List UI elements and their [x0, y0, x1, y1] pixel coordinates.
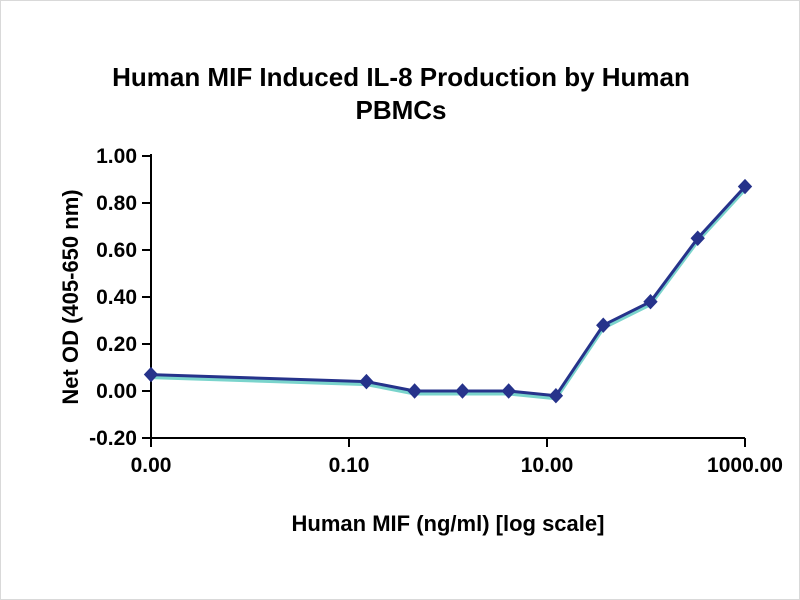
- x-tick-label: 0.10: [329, 454, 370, 477]
- data-point-marker: [143, 366, 159, 383]
- x-tick-label: 10.00: [521, 454, 574, 477]
- y-tick-label: 0.80: [96, 192, 137, 215]
- data-point-marker: [690, 230, 705, 246]
- data-point-marker: [737, 178, 753, 195]
- y-tick-label: -0.20: [89, 427, 137, 450]
- chart-title: Human MIF Induced IL-8 Production by Hum…: [112, 62, 690, 125]
- data-point-marker: [643, 293, 658, 310]
- data-point-marker: [407, 383, 422, 399]
- data-point-marker: [548, 387, 564, 404]
- series-line: [150, 185, 747, 398]
- data-point-marker: [359, 373, 374, 390]
- x-tick-label: 1000.00: [707, 454, 783, 477]
- y-tick-label: 1.00: [96, 145, 137, 168]
- data-point-marker: [455, 383, 470, 399]
- y-tick-label: 0.40: [96, 286, 137, 309]
- y-tick-label: 0.60: [96, 239, 137, 262]
- y-tick-label: 0.20: [96, 333, 137, 356]
- data-point-marker: [596, 317, 611, 333]
- x-axis-label: Human MIF (ng/ml) [log scale]: [291, 511, 605, 536]
- data-point-marker: [501, 383, 516, 399]
- y-tick-label: 0.00: [96, 380, 137, 403]
- x-tick-label: 0.00: [131, 454, 172, 477]
